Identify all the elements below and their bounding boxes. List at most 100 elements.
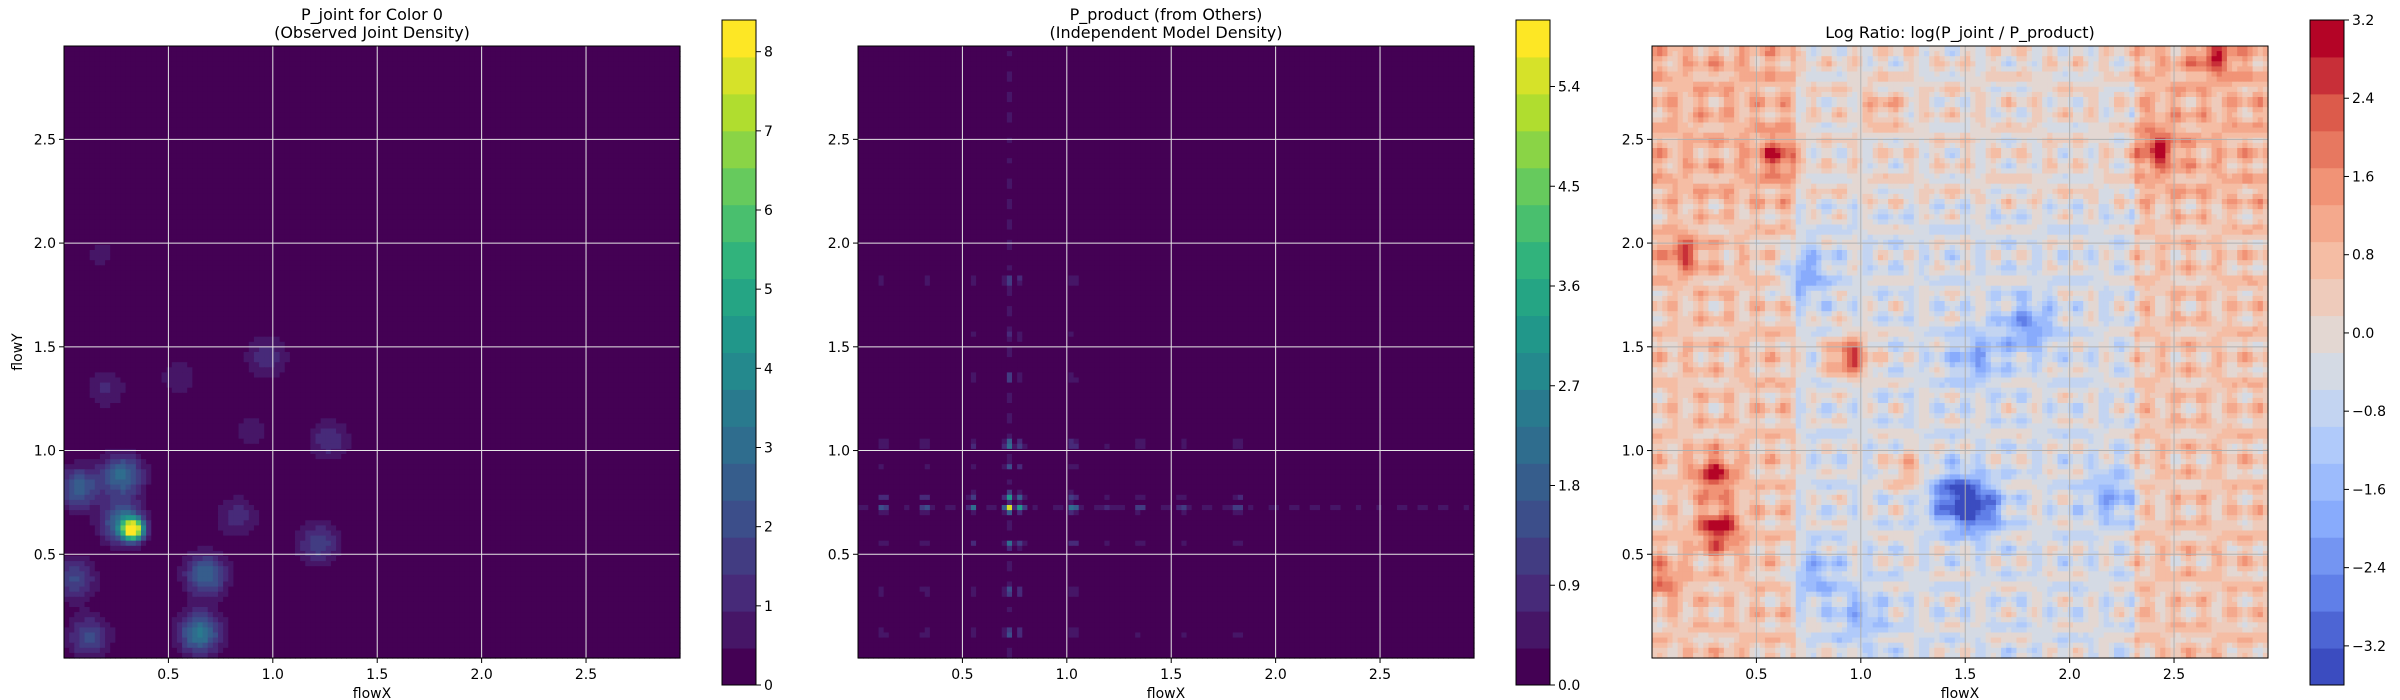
heatmap-cell xyxy=(608,153,614,159)
heatmap-cell xyxy=(105,127,111,134)
heatmap-cell xyxy=(361,61,368,67)
heatmap-cell xyxy=(274,86,281,93)
heatmap-cell xyxy=(238,224,245,231)
heatmap-cell xyxy=(407,209,414,215)
heatmap-cell xyxy=(495,122,501,129)
heatmap-cell xyxy=(182,107,188,113)
heatmap-cell xyxy=(289,86,296,93)
heatmap-cell xyxy=(479,51,486,57)
heatmap-cell xyxy=(567,229,573,236)
heatmap-cell xyxy=(176,117,183,124)
heatmap-cell xyxy=(218,71,224,78)
heatmap-cell xyxy=(351,234,358,241)
heatmap-cell xyxy=(115,61,122,67)
heatmap-cell xyxy=(582,173,589,180)
heatmap-cell xyxy=(413,61,419,67)
heatmap-cell xyxy=(623,51,630,57)
heatmap-cell xyxy=(366,66,373,73)
heatmap-cell xyxy=(484,193,491,200)
heatmap-cell xyxy=(346,168,353,175)
heatmap-cell xyxy=(105,224,111,231)
heatmap-cell xyxy=(582,204,589,210)
heatmap-cell xyxy=(500,142,507,149)
heatmap-cell xyxy=(341,229,347,236)
heatmap-cell xyxy=(110,66,116,73)
heatmap-cell xyxy=(495,199,501,205)
heatmap-cell xyxy=(597,188,604,195)
heatmap-cell xyxy=(628,107,635,113)
heatmap-cell xyxy=(377,142,383,149)
heatmap-cell xyxy=(279,214,286,220)
heatmap-cell xyxy=(187,158,193,164)
heatmap-cell xyxy=(279,142,286,149)
heatmap-cell xyxy=(469,122,476,129)
heatmap-cell xyxy=(202,163,209,169)
heatmap-cell xyxy=(377,219,383,226)
heatmap-cell xyxy=(84,61,91,67)
heatmap-cell xyxy=(510,137,517,144)
heatmap-cell xyxy=(351,209,358,215)
heatmap-cell xyxy=(135,61,142,67)
heatmap-cell xyxy=(274,178,281,185)
heatmap-cell xyxy=(644,76,650,83)
heatmap-cell xyxy=(407,250,414,256)
heatmap-cell xyxy=(438,193,445,200)
heatmap-cell xyxy=(551,199,558,205)
heatmap-cell xyxy=(664,117,671,124)
heatmap-cell xyxy=(346,204,353,210)
heatmap-cell xyxy=(443,153,450,159)
heatmap-cell xyxy=(69,168,75,175)
heatmap-cell xyxy=(223,137,229,144)
heatmap-cell xyxy=(135,209,142,215)
heatmap-cell xyxy=(330,229,337,236)
heatmap-cell xyxy=(212,56,219,62)
heatmap-cell xyxy=(259,137,265,144)
heatmap-cell xyxy=(582,142,589,149)
heatmap-cell xyxy=(567,97,573,103)
heatmap-cell xyxy=(449,91,455,98)
heatmap-cell xyxy=(644,163,650,169)
heatmap-cell xyxy=(392,102,399,108)
heatmap-cell xyxy=(669,199,676,205)
heatmap-cell xyxy=(187,250,193,256)
heatmap-cell xyxy=(402,173,409,180)
heatmap-cell xyxy=(253,204,260,210)
heatmap-cell xyxy=(171,76,178,83)
heatmap-cell xyxy=(484,117,491,124)
heatmap-cell xyxy=(464,153,471,159)
heatmap-cell xyxy=(192,158,199,164)
heatmap-cell xyxy=(176,183,183,190)
heatmap-cell xyxy=(433,219,440,226)
heatmap-cell xyxy=(402,97,409,103)
heatmap-cell xyxy=(79,204,86,210)
heatmap-cell xyxy=(105,173,111,180)
heatmap-cell xyxy=(151,250,157,256)
heatmap-cell xyxy=(520,46,527,52)
heatmap-cell xyxy=(418,168,424,175)
heatmap-cell xyxy=(572,112,578,118)
heatmap-cell xyxy=(69,137,75,144)
heatmap-cell xyxy=(99,204,106,210)
heatmap-cell xyxy=(674,204,681,210)
heatmap-cell xyxy=(289,81,296,88)
heatmap-cell xyxy=(361,153,368,159)
heatmap-cell xyxy=(515,153,522,159)
heatmap-cell xyxy=(330,112,337,118)
heatmap-cell xyxy=(561,71,568,78)
heatmap-cell xyxy=(449,71,455,78)
heatmap-cell xyxy=(182,173,188,180)
heatmap-cell xyxy=(644,224,650,231)
heatmap-cell xyxy=(64,183,70,190)
heatmap-cell xyxy=(351,199,358,205)
heatmap-cell xyxy=(428,193,435,200)
heatmap-cell xyxy=(120,188,127,195)
heatmap-cell xyxy=(495,97,501,103)
heatmap-cell xyxy=(305,173,311,180)
heatmap-cell xyxy=(269,51,276,57)
heatmap-cell xyxy=(597,193,604,200)
heatmap-cell xyxy=(161,86,168,93)
heatmap-cell xyxy=(187,148,193,154)
heatmap-cell xyxy=(613,163,619,169)
heatmap-cell xyxy=(99,188,106,195)
heatmap-cell xyxy=(274,168,281,175)
